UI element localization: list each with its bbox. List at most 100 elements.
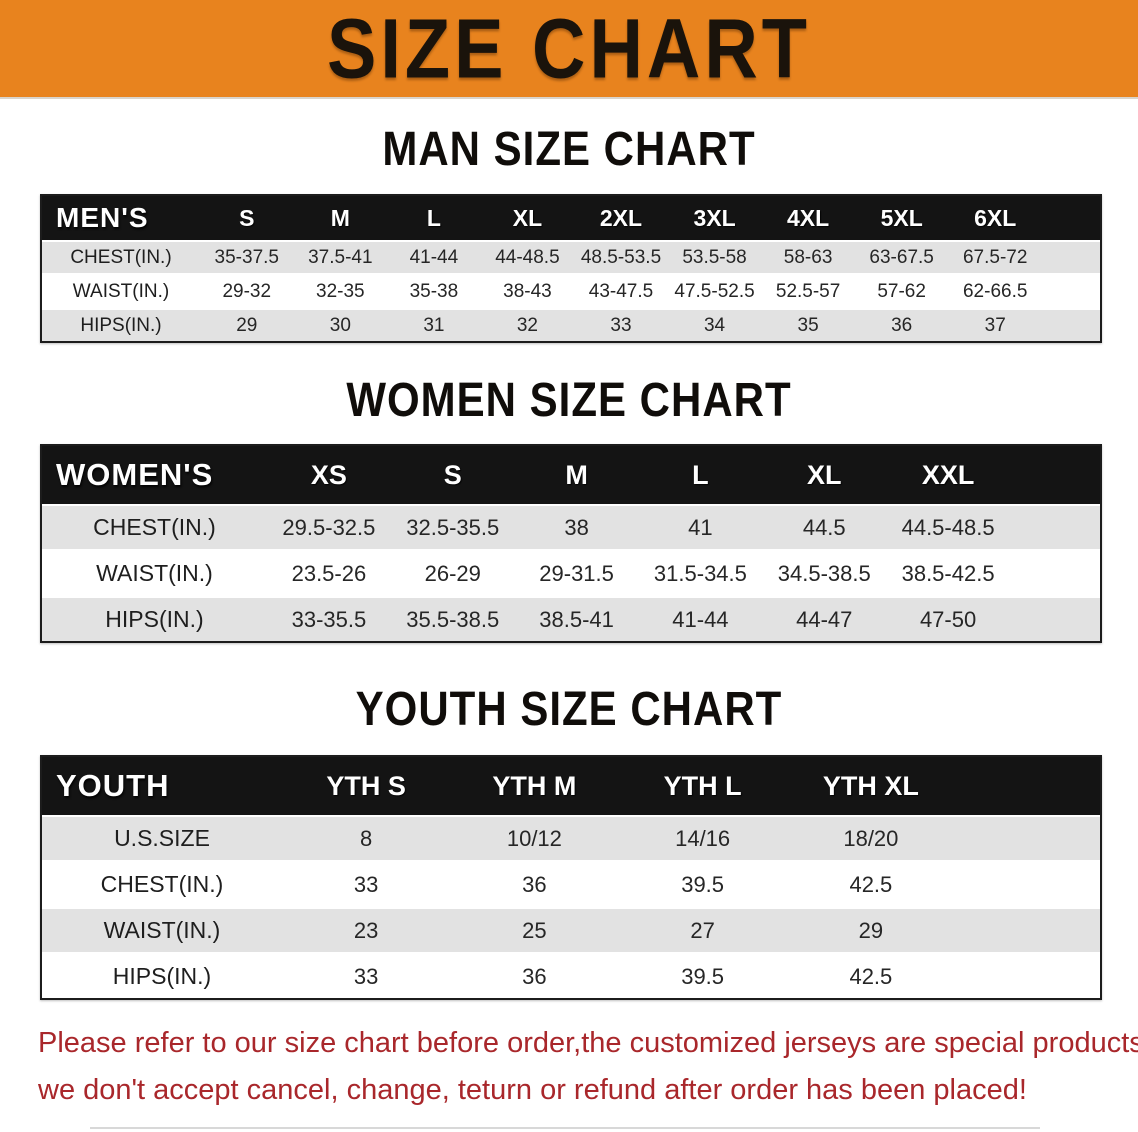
women-column-header-4: XL xyxy=(806,459,842,490)
youth-cell-3-0: 33 xyxy=(353,963,379,989)
men-cell-0-7: 63-67.5 xyxy=(869,246,934,268)
men-table-row-hips-in: HIPS(IN.) 29 30 31 32 33 34 35 36 37 xyxy=(42,310,1100,341)
men-cell-2-0: 29 xyxy=(236,314,258,336)
row-label: HIPS(IN.) xyxy=(80,314,162,336)
women-column-header-5: XXL xyxy=(921,459,975,490)
row-label: HIPS(IN.) xyxy=(112,963,212,989)
youth-section-heading: YOUTH SIZE CHART xyxy=(355,681,783,736)
men-table-header-row: MEN'S S M L XL 2XL 3XL 4XL 5XL 6XL xyxy=(42,196,1100,242)
youth-cell-1-0: 33 xyxy=(353,871,379,897)
youth-cell-2-2: 27 xyxy=(690,917,715,943)
youth-cell-0-2: 14/16 xyxy=(675,825,731,851)
row-label: CHEST(IN.) xyxy=(93,514,216,540)
men-column-header-5: 3XL xyxy=(693,204,736,231)
disclaimer-line-2: we don't accept cancel, change, teturn o… xyxy=(38,1074,1027,1106)
men-cell-2-5: 34 xyxy=(703,314,726,336)
women-cell-2-2: 38.5-41 xyxy=(539,606,614,632)
men-column-header-0: S xyxy=(239,204,255,231)
women-table-header-label: WOMEN'S xyxy=(56,457,214,492)
men-cell-1-6: 52.5-57 xyxy=(775,280,841,302)
women-cell-2-5: 47-50 xyxy=(919,606,977,632)
men-section-heading: MAN SIZE CHART xyxy=(382,121,756,176)
men-cell-2-1: 30 xyxy=(329,314,351,336)
men-cell-0-3: 44-48.5 xyxy=(495,246,560,268)
men-column-header-8: 6XL xyxy=(974,204,1017,231)
men-cell-1-2: 35-38 xyxy=(409,280,459,302)
women-cell-0-5: 44.5-48.5 xyxy=(901,514,995,540)
men-cell-0-4: 48.5-53.5 xyxy=(580,246,662,268)
youth-cell-2-0: 23 xyxy=(353,917,379,943)
youth-cell-1-3: 42.5 xyxy=(849,871,893,897)
bottom-divider xyxy=(90,1127,1040,1129)
women-cell-0-3: 41 xyxy=(688,514,713,540)
youth-table-header-row: YOUTH YTH S YTH M YTH L YTH XL xyxy=(42,757,1100,817)
men-size-section: MAN SIZE CHART MEN'S S M L XL 2XL 3XL 4XL 5XL 6XL… xyxy=(0,121,1138,343)
row-label: CHEST(IN.) xyxy=(100,871,224,897)
row-label: WAIST(IN.) xyxy=(72,280,170,302)
youth-column-header-3: YTH XL xyxy=(822,770,919,801)
women-table-row-hips-in: HIPS(IN.) 33-35.5 35.5-38.5 38.5-41 41-44 44-… xyxy=(42,598,1100,641)
page-title: SIZE CHART xyxy=(327,1,811,96)
youth-cell-2-3: 29 xyxy=(858,917,884,943)
men-cell-1-1: 32-35 xyxy=(316,280,365,302)
youth-cell-0-1: 10/12 xyxy=(506,825,562,851)
men-cell-2-6: 35 xyxy=(797,314,819,336)
youth-table-row-waist-in: WAIST(IN.) 23 25 27 29 xyxy=(42,909,1100,952)
men-cell-1-8: 62-66.5 xyxy=(962,280,1028,302)
women-cell-0-0: 29.5-32.5 xyxy=(282,514,376,540)
women-table-row-waist-in: WAIST(IN.) 23.5-26 26-29 29-31.5 31.5-34.5 34… xyxy=(42,552,1100,595)
row-label: WAIST(IN.) xyxy=(103,917,221,943)
women-cell-1-4: 34.5-38.5 xyxy=(777,560,871,586)
men-table-header-label: MEN'S xyxy=(56,202,149,233)
row-label: CHEST(IN.) xyxy=(70,246,172,268)
men-cell-0-0: 35-37.5 xyxy=(214,246,279,268)
row-label: U.S.SIZE xyxy=(114,825,210,851)
men-cell-2-8: 37 xyxy=(984,314,1006,336)
title-banner: SIZE CHART xyxy=(0,0,1138,99)
youth-cell-3-3: 42.5 xyxy=(849,963,893,989)
youth-table-header-label: YOUTH xyxy=(56,768,170,803)
youth-cell-1-1: 36 xyxy=(522,871,547,897)
men-cell-2-3: 32 xyxy=(516,314,538,336)
men-column-header-1: M xyxy=(330,204,350,231)
women-size-section: WOMEN SIZE CHART WOMEN'S XS S M L XL XXL CHEST(… xyxy=(0,372,1138,643)
women-cell-0-4: 44.5 xyxy=(802,514,846,540)
women-cell-1-3: 31.5-34.5 xyxy=(653,560,747,586)
men-cell-1-3: 38-43 xyxy=(503,280,552,302)
youth-cell-1-2: 39.5 xyxy=(681,871,725,897)
men-column-header-2: L xyxy=(426,204,441,231)
women-column-header-2: M xyxy=(565,459,588,490)
women-column-header-3: L xyxy=(692,459,709,490)
women-cell-2-0: 33-35.5 xyxy=(291,606,367,632)
youth-size-table: YOUTH YTH S YTH M YTH L YTH XL U.S.SIZE 8 10/12… xyxy=(40,755,1102,1000)
women-cell-1-2: 29-31.5 xyxy=(539,560,614,586)
women-cell-2-4: 44-47 xyxy=(796,606,853,632)
men-column-header-7: 5XL xyxy=(880,204,923,231)
men-cell-0-5: 53.5-58 xyxy=(682,246,747,268)
row-label: HIPS(IN.) xyxy=(105,606,204,632)
women-cell-1-5: 38.5-42.5 xyxy=(901,560,995,586)
youth-table-row-chest-in: CHEST(IN.) 33 36 39.5 42.5 xyxy=(42,863,1100,906)
youth-column-header-1: YTH M xyxy=(492,770,577,801)
men-cell-1-4: 43-47.5 xyxy=(588,280,654,302)
men-cell-1-5: 47.5-52.5 xyxy=(674,280,755,302)
men-column-header-3: XL xyxy=(512,204,543,231)
men-cell-2-7: 36 xyxy=(891,314,913,336)
youth-cell-0-3: 18/20 xyxy=(843,825,899,851)
women-cell-0-2: 38 xyxy=(564,514,589,540)
men-cell-0-6: 58-63 xyxy=(783,246,833,268)
youth-table-row-u-s-size: U.S.SIZE 8 10/12 14/16 18/20 xyxy=(42,817,1100,860)
men-cell-1-0: 29-32 xyxy=(222,280,272,302)
row-label: WAIST(IN.) xyxy=(96,560,213,586)
youth-cell-3-2: 39.5 xyxy=(681,963,725,989)
women-cell-1-1: 26-29 xyxy=(424,560,481,586)
men-column-header-6: 4XL xyxy=(787,204,830,231)
youth-size-section: YOUTH SIZE CHART YOUTH YTH S YTH M YTH L YTH… xyxy=(0,681,1138,1000)
women-cell-2-1: 35.5-38.5 xyxy=(406,606,500,632)
youth-cell-0-0: 8 xyxy=(360,825,373,851)
women-table-header-row: WOMEN'S XS S M L XL XXL xyxy=(42,446,1100,506)
men-table-row-chest-in: CHEST(IN.) 35-37.5 37.5-41 41-44 44-48.5 48.5… xyxy=(42,242,1100,273)
men-column-header-4: 2XL xyxy=(599,204,643,231)
order-disclaimer: Please refer to our size chart before or… xyxy=(38,1020,1138,1114)
women-table-row-chest-in: CHEST(IN.) 29.5-32.5 32.5-35.5 38 41 44.5 44.5… xyxy=(42,506,1100,549)
